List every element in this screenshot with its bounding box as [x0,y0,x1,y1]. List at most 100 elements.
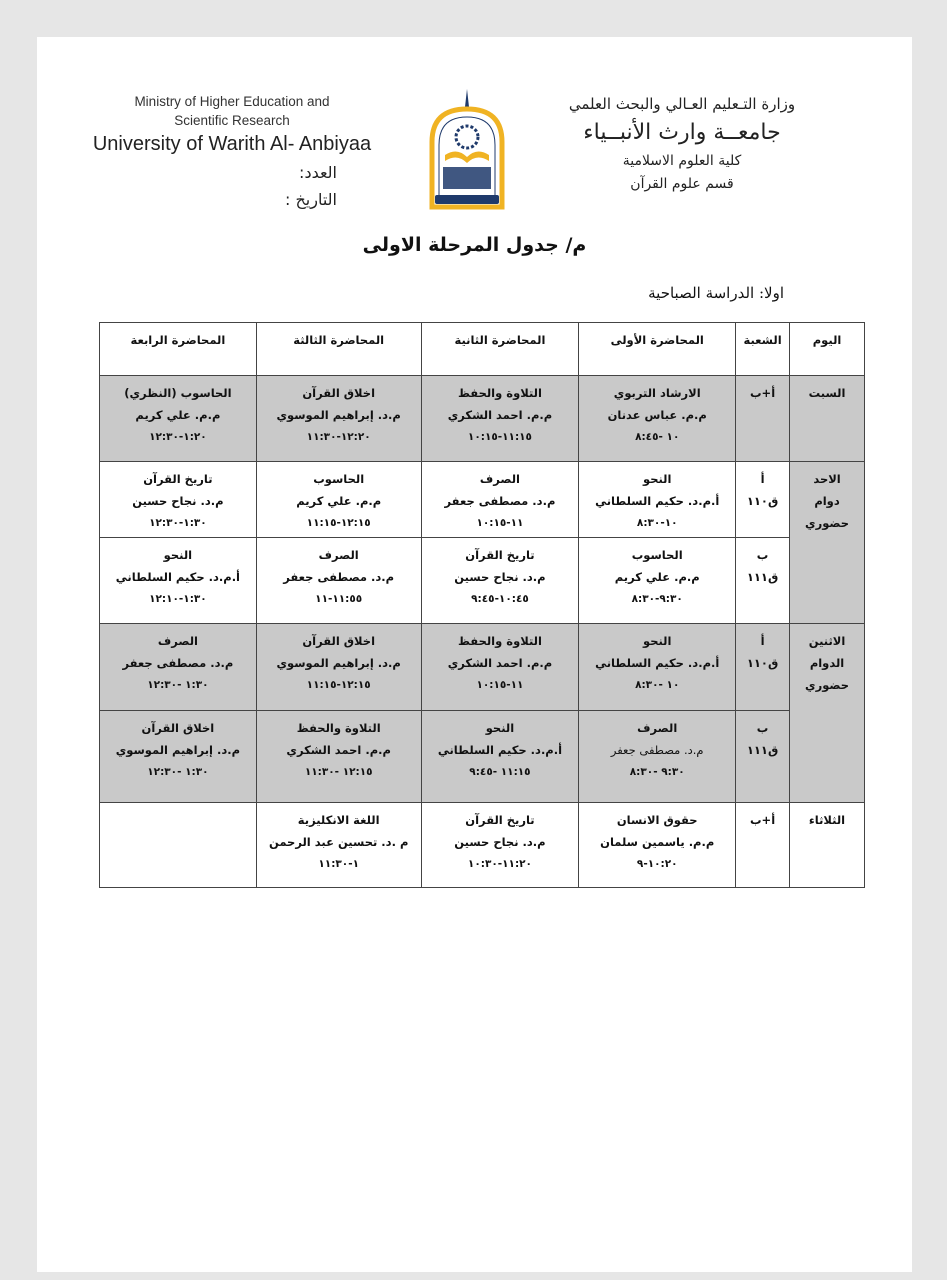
lecture-cell: الصرف م.د. مصطفى جعفر ١١-١٠:١٥ [420,461,580,538]
subject-name: الصرف [479,472,520,486]
column-header: اليوم [789,322,865,376]
reference-fields: العدد: التاريخ : [237,159,337,213]
number-label: العدد: [299,163,337,182]
date-label: التاريخ : [284,190,337,209]
lecture-time: ١٠:٤٥-٩:٤٥ [471,593,529,605]
table-row: الاحد دوام حضوري أ ق١١٠ النحو أ.م.د. حكيم السل… [99,461,865,624]
section-cell: ب ق١١١ [735,537,791,624]
lecture-time: ١:٣٠-١٢:٣٠ [149,517,207,529]
lecture-cell: النحو أ.م.د. حكيم السلطاني ١:٣٠-١٢:١٠ [99,537,257,624]
lecture-time: ١١:١٥ -٩:٤٥ [469,766,531,778]
teacher-name: م.م. علي كريم [296,494,382,508]
lecture-time: ١١-١٠:١٥ [476,517,524,529]
lecture-cell: الحاسوب م.م. علي كريم ١٢:١٥-١١:١٥ [255,461,422,538]
college-ar: كلية العلوم الاسلامية [622,153,742,169]
subject-name: التلاوة والحفظ [296,721,381,735]
column-header: المحاضرة الثالثة [255,322,422,376]
section-cell: أ+ب [735,375,791,462]
subject-name: الارشاد التربوي [613,386,701,400]
lecture-cell: اللغة الانكليزية م .د. تحسين عبد الرحمن ١-… [255,802,422,888]
university-logo [429,89,505,210]
subject-name: تاريخ القرآن [465,548,535,562]
teacher-name: م.م. علي كريم [135,408,221,422]
lecture-cell: النحو أ.م.د. حكيم السلطاني ١١:١٥ -٩:٤٥ [420,710,580,803]
university-ar: جامعــة وارث الأنبــياء [583,120,781,145]
section-label: أ+ب [750,813,776,827]
lecture-cell: الصرف م.د. مصطفى جعفر ٩:٣٠ -٨:٣٠ [578,710,737,803]
day-label: الاحد [813,472,841,486]
subject-name: تاريخ القرآن [465,813,535,827]
teacher-name: م.م. احمد الشكري [286,743,391,757]
section-label: أ+ب [750,386,776,400]
subject-name: النحو [163,548,193,562]
lecture-cell: النحو أ.م.د. حكيم السلطاني ١٠ -٨:٣٠ [578,623,737,711]
day-label: حضوري [805,516,850,530]
section-cell: أ+ب [735,802,791,888]
english-header: Ministry of Higher Education and Scienti… [82,92,382,158]
lecture-time: ١٠-٨:٣٠ [636,517,678,529]
teacher-name: أ.م.د. حكيم السلطاني [595,494,720,508]
section-cell: أ ق١١٠ [735,623,791,711]
ministry-en-line2: Scientific Research [174,113,290,128]
teacher-name: م.د. نجاح حسين [454,835,546,849]
lecture-cell: اخلاق القرآن م.د. إبراهيم الموسوي ١٢:٢٠-١١… [255,375,422,462]
lecture-time: ٩:٣٠-٨:٣٠ [631,593,683,605]
lecture-cell: تاريخ القرآن م.د. نجاح حسين ١:٣٠-١٢:٣٠ [99,461,257,538]
lecture-time: ١١:٥٥-١١ [315,593,363,605]
day-label: حضوري [805,678,850,692]
subject-name: الصرف [157,634,198,648]
teacher-name: م.م. علي كريم [614,570,700,584]
section-label: ق١١٠ [746,656,779,670]
section-subtitle: اولا: الدراسة الصباحية [648,284,784,302]
day-cell: الاثنين الدوام حضوري [789,623,865,803]
section-label: أ [760,634,765,648]
lecture-cell: اخلاق القرآن م.د. إبراهيم الموسوي ١:٣٠ -١٢… [99,710,257,803]
lecture-time: ١١-١٠:١٥ [476,679,524,691]
teacher-name: م.م. ياسمين سلمان [600,835,715,849]
lecture-cell: الصرف م.د. مصطفى جعفر ١١:٥٥-١١ [255,537,422,624]
lecture-time: ١:٣٠ -١٢:٣٠ [147,679,209,691]
section-cell: أ ق١١٠ [735,461,791,538]
teacher-name: م.د. إبراهيم الموسوي [276,656,401,670]
lecture-time: ١١:٢٠-١٠:٣٠ [467,858,532,870]
teacher-name: أ.م.د. حكيم السلطاني [437,743,563,757]
section-label: ق١١٠ [746,494,779,508]
section-cell: ب ق١١١ [735,710,791,803]
lecture-time: ١٢:١٥-١١:١٥ [306,679,371,691]
day-label: الثلاثاء [808,813,846,827]
teacher-name: أ.م.د. حكيم السلطاني [115,570,241,584]
table-row: ب ق١١١ الحاسوب م.م. علي كريم ٩:٣٠-٨:٣٠ تاريخ … [99,537,865,624]
day-label: الدوام [809,656,845,670]
lecture-cell [99,802,257,888]
lecture-cell: حقوق الانسان م.م. ياسمين سلمان ١٠:٢٠-٩ [578,802,737,888]
lecture-time: ١٠:٢٠-٩ [636,858,678,870]
day-cell: السبت [789,375,865,462]
subject-name: الحاسوب [313,472,365,486]
lecture-cell: التلاوة والحفظ م.م. احمد الشكري ١١:١٥-١٠:١… [420,375,580,462]
subject-name: الحاسوب (النظري) [124,386,232,400]
day-cell: الثلاثاء [789,802,865,888]
day-label: دوام [814,494,840,508]
teacher-name: م.د. مصطفى جعفر [610,743,704,757]
subject-name: الحاسوب [631,548,683,562]
lecture-cell: اخلاق القرآن م.د. إبراهيم الموسوي ١٢:١٥-١١… [255,623,422,711]
subject-name: النحو [642,634,672,648]
lecture-cell: التلاوة والحفظ م.م. احمد الشكري ١٢:١٥ -١١:… [255,710,422,803]
schedule-table: اليوم الشعبة المحاضرة الأولى المحاضرة الثان… [99,322,865,888]
section-label: ب [756,721,769,735]
arabic-header: وزارة التـعليم العـالي والبحث العلمي جام… [547,92,817,196]
table-row: الثلاثاء أ+ب حقوق الانسان م.م. ياسمين سلمان… [99,802,865,888]
lecture-cell: الصرف م.د. مصطفى جعفر ١:٣٠ -١٢:٣٠ [99,623,257,711]
ministry-ar: وزارة التـعليم العـالي والبحث العلمي [568,95,796,113]
subject-name: الصرف [318,548,359,562]
teacher-name: م.م. احمد الشكري [447,656,553,670]
section-label: ق١١١ [746,743,779,757]
lecture-cell: الحاسوب (النظري) م.م. علي كريم ١:٢٠-١٢:٣٠ [99,375,257,462]
section-label: ق١١١ [746,570,779,584]
lecture-cell: النحو أ.م.د. حكيم السلطاني ١٠-٨:٣٠ [578,461,737,538]
column-header: الشعبة [735,322,791,376]
column-header: المحاضرة الرابعة [99,322,257,376]
lecture-time: ١-١١:٣٠ [318,858,359,870]
document-page: Ministry of Higher Education and Scienti… [37,37,912,1272]
table-row: السبت أ+ب الارشاد التربوي م.م. عباس عدنان ١٠… [99,375,865,462]
